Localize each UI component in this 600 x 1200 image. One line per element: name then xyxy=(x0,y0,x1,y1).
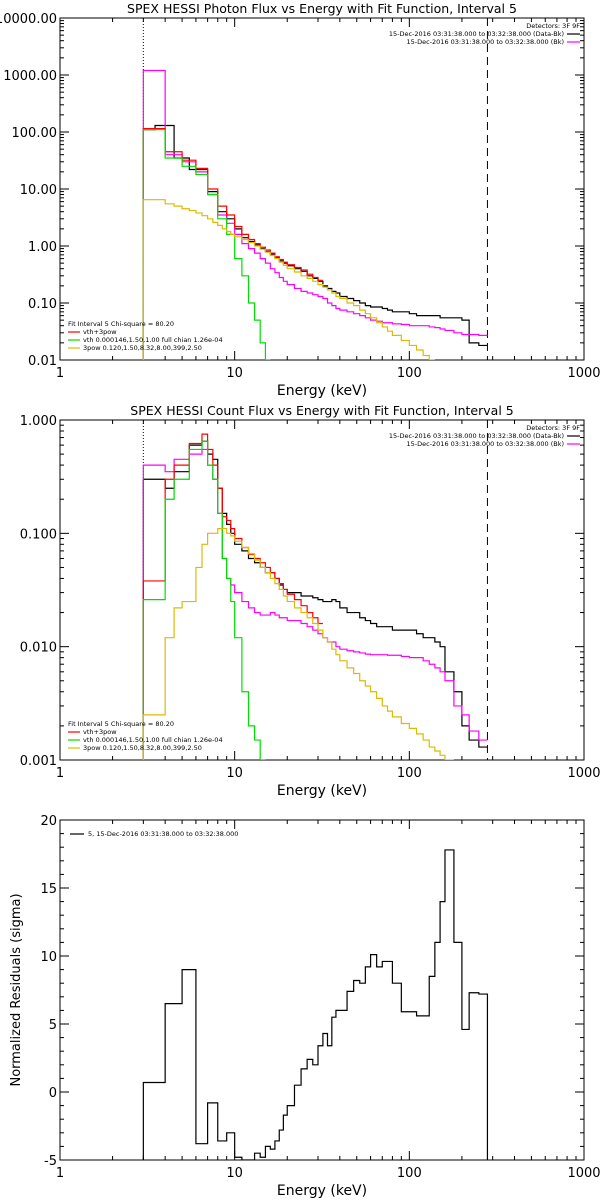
series-line-5 xyxy=(142,528,454,760)
legend-entry-label: vth+3pow xyxy=(83,328,117,336)
chart-title: SPEX HESSI Count Flux vs Energy with Fit… xyxy=(130,403,513,418)
y-tick-label: 1000.00 xyxy=(3,69,57,84)
y-tick-label: 20 xyxy=(40,814,57,829)
chart-panel-3: 1 10 100 1000 -5 0 5 10 15 20 Energy (keV) Normaliz… xyxy=(9,814,600,1199)
x-tick-label: 10 xyxy=(226,366,243,381)
y-tick-label: -5 xyxy=(44,1154,57,1169)
legend-header: Detectors: 3F 9F xyxy=(526,22,580,30)
x-tick-label: 1 xyxy=(56,1166,64,1181)
plot-area xyxy=(142,420,488,760)
chart-panel-1: 1 10 100 1000 0.01 0.10 1.00 10.00 100.00 1000.00… xyxy=(0,1,600,399)
plot-area xyxy=(142,18,488,360)
legend-entry-label: 3pow 0.120,1.50,8.32,8.00,399,2.50 xyxy=(83,344,202,352)
legend-entry-label: 15-Dec-2016 03:31:38.000 to 03:32:38.000… xyxy=(389,432,564,440)
legend-header: Fit Interval 5 Chi-square = 80.20 xyxy=(68,320,174,328)
chart-panel-2: 1 10 100 1000 0.001 0.010 0.100 1.000 SPEX HESSI… xyxy=(20,403,600,799)
x-tick-label: 1 xyxy=(56,766,64,781)
legend-entry-label: vth 0.000146,1.50,1.00 full chian 1.26e-… xyxy=(83,736,223,744)
x-tick-label: 100 xyxy=(397,366,422,381)
legend-entry-label: 15-Dec-2016 03:31:38.000 to 03:32:38.000… xyxy=(407,38,565,46)
y-tick-label: 10.00 xyxy=(20,183,57,198)
y-tick-label: 10 xyxy=(40,950,57,965)
y-tick-label: 1.00 xyxy=(28,240,57,255)
x-tick-label: 100 xyxy=(397,766,422,781)
plot-frame xyxy=(59,819,585,1161)
y-tick-label: 10000.00 xyxy=(0,12,57,27)
x-tick-label: 100 xyxy=(397,1166,422,1181)
x-tick-label: 10 xyxy=(226,1166,243,1181)
legend-entry-label: 15-Dec-2016 03:31:38.000 to 03:32:38.000… xyxy=(389,30,564,38)
x-tick-label: 1000 xyxy=(567,1166,600,1181)
x-axis-label: Energy (keV) xyxy=(277,1183,367,1199)
series-line-1 xyxy=(142,440,488,760)
y-tick-label: 0 xyxy=(49,1086,57,1101)
legend-entry-label: vth 0.000146,1.50,1.00 full chian 1.26e-… xyxy=(83,336,223,344)
series-line-5 xyxy=(142,199,435,360)
legend-entry-label: 5, 15-Dec-2016 03:31:38.000 to 03:32:38.… xyxy=(88,830,238,838)
y-tick-label: 0.010 xyxy=(20,641,57,656)
plot-area xyxy=(142,849,489,1160)
series-line-4 xyxy=(142,440,266,760)
legend-entry-label: vth+3pow xyxy=(83,728,117,736)
y-tick-label: 0.001 xyxy=(20,754,57,769)
series-line-2 xyxy=(142,69,488,360)
y-axis-label: Normalized Residuals (sigma) xyxy=(9,893,24,1086)
y-tick-label: 0.100 xyxy=(20,527,57,542)
y-tick-label: 1.000 xyxy=(20,414,57,429)
legend-header: Detectors: 3F 9F xyxy=(526,424,580,432)
x-tick-label: 1 xyxy=(56,366,64,381)
y-tick-label: 15 xyxy=(40,882,57,897)
series-line-4 xyxy=(142,129,271,360)
y-tick-label: 100.00 xyxy=(12,126,58,141)
plot-frame xyxy=(59,419,585,761)
chart-title: SPEX HESSI Photon Flux vs Energy with Fi… xyxy=(127,1,517,16)
x-axis-label: Energy (keV) xyxy=(277,383,367,399)
y-tick-label: 0.10 xyxy=(28,297,57,312)
x-tick-label: 1000 xyxy=(567,366,600,381)
legend-entry-label: 15-Dec-2016 03:31:38.000 to 03:32:38.000… xyxy=(407,440,565,448)
series-line-1 xyxy=(142,849,489,1160)
legend: 5, 15-Dec-2016 03:31:38.000 to 03:32:38.… xyxy=(70,830,238,838)
series-line-3 xyxy=(142,127,323,360)
x-axis-label: Energy (keV) xyxy=(277,783,367,799)
x-tick-label: 1000 xyxy=(567,766,600,781)
y-tick-label: 0.01 xyxy=(28,354,57,369)
legend-header: Fit Interval 5 Chi-square = 80.20 xyxy=(68,720,174,728)
legend-entry-label: 3pow 0.120,1.50,8.32,8.00,399,2.50 xyxy=(83,744,202,752)
x-tick-label: 10 xyxy=(226,766,243,781)
y-tick-label: 5 xyxy=(49,1018,57,1033)
